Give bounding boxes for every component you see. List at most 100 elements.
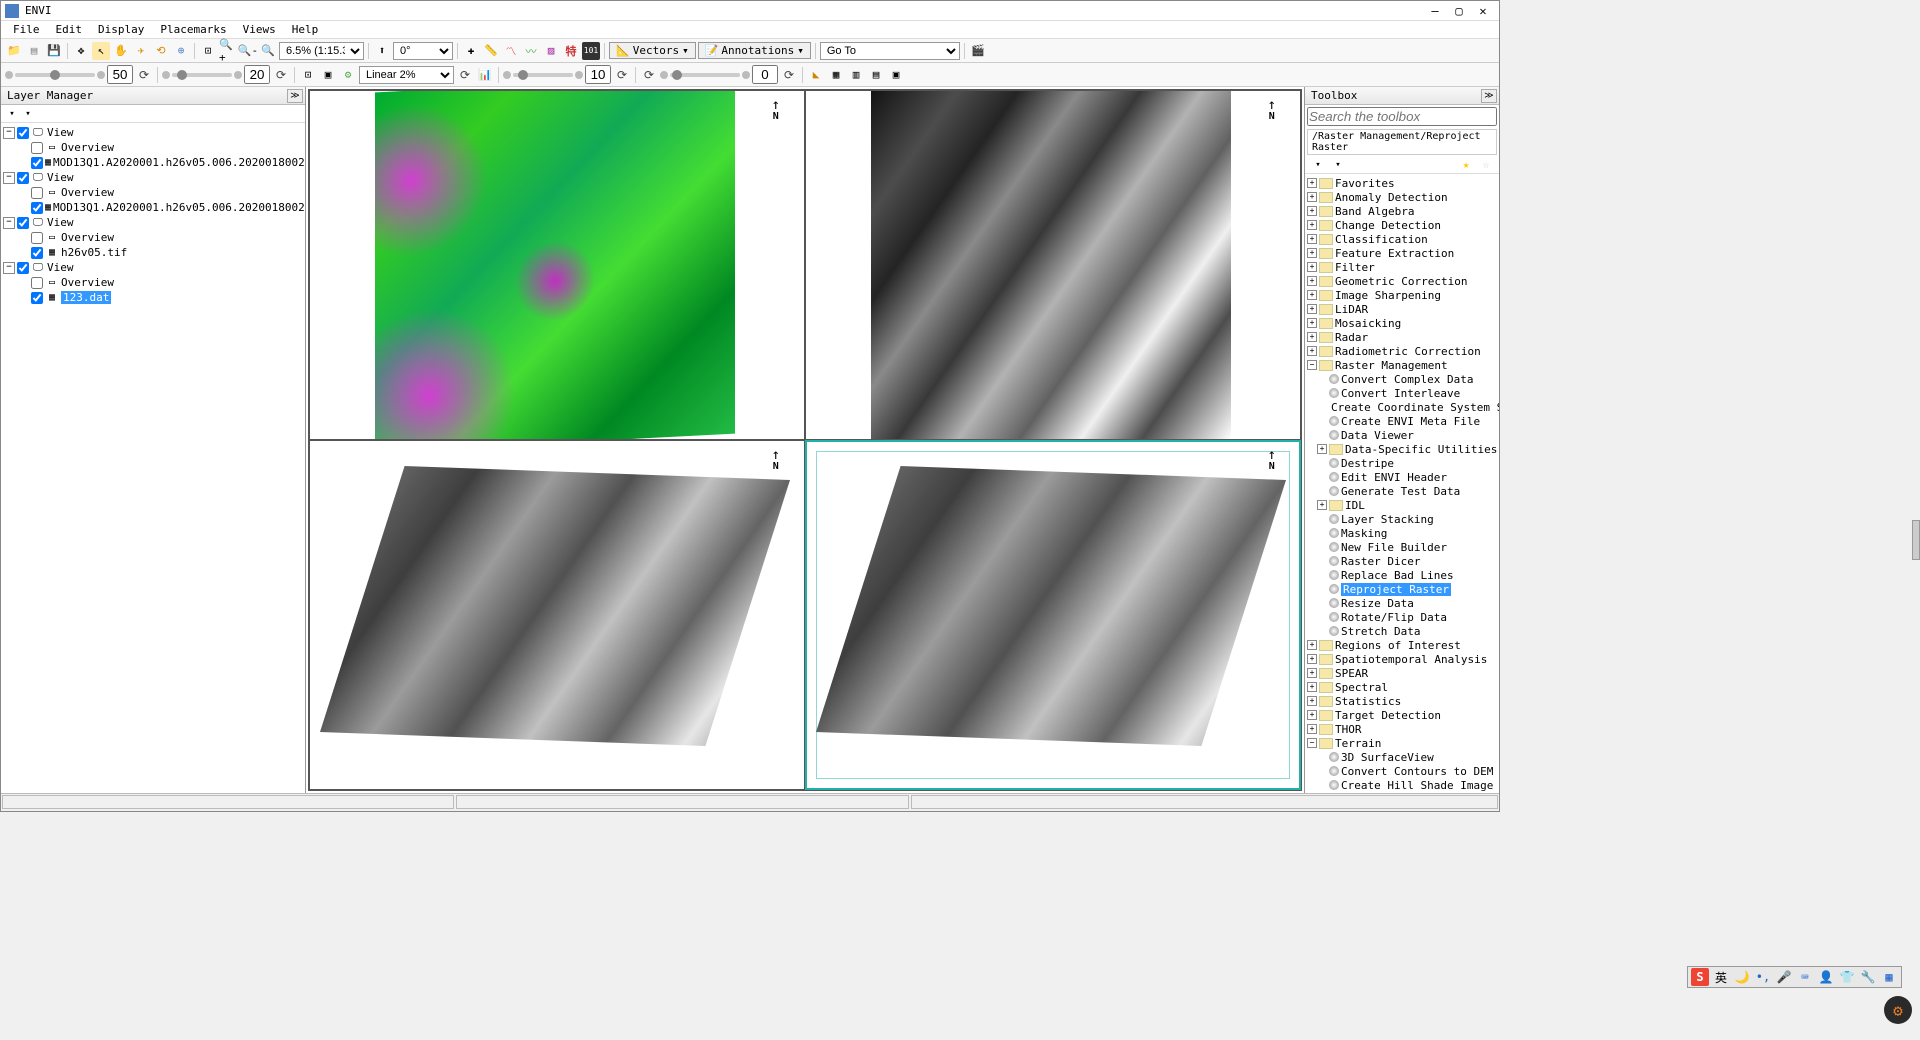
toolbox-folder[interactable]: Raster Management	[1335, 359, 1448, 372]
viewport-1[interactable]: ↑N	[309, 90, 805, 440]
measure-icon[interactable]: 📏	[482, 42, 500, 60]
toolbox-folder[interactable]: Terrain	[1335, 737, 1381, 750]
toolbox-tool[interactable]: Create Coordinate System Strin	[1331, 401, 1499, 414]
tree-toggle[interactable]: +	[1307, 654, 1317, 664]
stretch-opts-icon[interactable]: ⚙	[339, 66, 357, 84]
toolbox-tool[interactable]: Destripe	[1341, 457, 1394, 470]
toolbox-folder[interactable]: SPEAR	[1335, 667, 1368, 680]
panel-collapse-button[interactable]: ≫	[287, 89, 303, 103]
toolbox-tool[interactable]: Resize Data	[1341, 597, 1414, 610]
unfavorite-icon[interactable]: ☆	[1477, 156, 1495, 174]
tree-toggle[interactable]: −	[3, 127, 15, 139]
vectors-dropdown[interactable]: 📐Vectors▾	[609, 42, 696, 59]
toolbox-tool[interactable]: Replace Bad Lines	[1341, 569, 1454, 582]
collapse-icon[interactable]: ▾	[1329, 156, 1347, 174]
toolbox-folder[interactable]: THOR	[1335, 723, 1362, 736]
save-icon[interactable]: 💾	[45, 42, 63, 60]
data-manager-icon[interactable]: ▤	[25, 42, 43, 60]
goto-select[interactable]: Go To	[820, 42, 960, 60]
toolbox-tool[interactable]: Reproject Raster	[1341, 583, 1451, 596]
menu-help[interactable]: Help	[284, 21, 327, 38]
toolbox-tool[interactable]: Masking	[1341, 527, 1387, 540]
tree-toggle[interactable]: −	[3, 262, 15, 274]
portal-icon[interactable]: ▦	[827, 66, 845, 84]
refresh-icon[interactable]: ⟳	[613, 66, 631, 84]
ime-user-icon[interactable]: 👤	[1817, 968, 1835, 986]
toolbox-tool[interactable]: Convert Contours to DEM	[1341, 765, 1493, 778]
toolbox-folder[interactable]: Radiometric Correction	[1335, 345, 1481, 358]
toolbox-folder[interactable]: Favorites	[1335, 177, 1395, 190]
ime-toolbar[interactable]: S 英 🌙 •, 🎤 ⌨ 👤 👕 🔧 ▦	[1687, 966, 1902, 988]
toolbox-search-input[interactable]	[1307, 107, 1497, 126]
tree-toggle[interactable]: +	[1307, 262, 1317, 272]
tree-toggle[interactable]: −	[3, 172, 15, 184]
layer-label[interactable]: Overview	[61, 276, 114, 289]
tree-toggle[interactable]: +	[1317, 444, 1327, 454]
tree-toggle[interactable]: +	[1307, 192, 1317, 202]
tree-toggle[interactable]: +	[1307, 682, 1317, 692]
tree-toggle[interactable]: +	[1307, 346, 1317, 356]
layer-checkbox[interactable]	[31, 142, 43, 154]
toolbox-folder[interactable]: Spectral	[1335, 681, 1388, 694]
tree-toggle[interactable]: +	[1317, 500, 1327, 510]
toolbox-folder[interactable]: Classification	[1335, 233, 1428, 246]
zoom-in-icon[interactable]: 🔍+	[219, 42, 237, 60]
contrast-slider[interactable]	[172, 73, 232, 77]
layer-checkbox[interactable]	[31, 292, 43, 304]
tree-toggle[interactable]: +	[1307, 332, 1317, 342]
toolbox-tool[interactable]: Stretch Data	[1341, 625, 1420, 638]
toolbox-tool[interactable]: Create Hill Shade Image	[1341, 779, 1493, 792]
tree-toggle[interactable]: +	[1307, 696, 1317, 706]
text-icon[interactable]: 101	[582, 42, 600, 60]
spectral-icon[interactable]: 〰	[522, 42, 540, 60]
close-button[interactable]: ✕	[1471, 2, 1495, 20]
viewport-2[interactable]: ↑N	[805, 90, 1301, 440]
zoom-out-icon[interactable]: 🔍-	[239, 42, 257, 60]
layer-label[interactable]: 123.dat	[61, 291, 111, 304]
tree-toggle[interactable]: +	[1307, 206, 1317, 216]
rotation-select[interactable]: 0°	[393, 42, 453, 60]
toolbox-folder[interactable]: IDL	[1345, 499, 1365, 512]
maximize-button[interactable]: ▢	[1447, 2, 1471, 20]
tree-toggle[interactable]: −	[1307, 360, 1317, 370]
refresh-icon[interactable]: ⟳	[272, 66, 290, 84]
histogram-icon[interactable]: 📊	[476, 66, 494, 84]
layer-label[interactable]: Overview	[61, 186, 114, 199]
view-portal-icon[interactable]: ▣	[887, 66, 905, 84]
toolbox-tool[interactable]: Layer Stacking	[1341, 513, 1434, 526]
layer-label[interactable]: h26v05.tif	[61, 246, 127, 259]
toolbox-tool[interactable]: Convert Interleave	[1341, 387, 1460, 400]
tree-toggle[interactable]: +	[1307, 290, 1317, 300]
layer-checkbox[interactable]	[31, 277, 43, 289]
viewport-4-active[interactable]: ↑N	[805, 440, 1301, 790]
ime-logo-icon[interactable]: S	[1691, 968, 1709, 986]
pan-icon[interactable]: ✋	[112, 42, 130, 60]
toolbox-tool[interactable]: Edit ENVI Header	[1341, 471, 1447, 484]
ime-mic-icon[interactable]: 🎤	[1775, 968, 1793, 986]
tree-toggle[interactable]: +	[1307, 724, 1317, 734]
layer-checkbox[interactable]	[17, 262, 29, 274]
select-icon[interactable]: ↖	[92, 42, 110, 60]
menu-edit[interactable]: Edit	[48, 21, 91, 38]
view-label[interactable]: View	[47, 171, 74, 184]
blend-icon[interactable]: ▥	[847, 66, 865, 84]
toolbox-folder[interactable]: Statistics	[1335, 695, 1401, 708]
open-icon[interactable]: 📁	[5, 42, 23, 60]
toolbox-tool[interactable]: Rotate/Flip Data	[1341, 611, 1447, 624]
toolbox-tool[interactable]: Data Viewer	[1341, 429, 1414, 442]
tree-toggle[interactable]: +	[1307, 668, 1317, 678]
chip-icon[interactable]: 🎬	[969, 42, 987, 60]
annotations-dropdown[interactable]: 📝Annotations▾	[698, 42, 811, 59]
expand-all-icon[interactable]: ▾	[5, 107, 19, 121]
layer-label[interactable]: MOD13Q1.A2020001.h26v05.006.202001800261…	[53, 201, 305, 214]
toolbox-folder[interactable]: Mosaicking	[1335, 317, 1401, 330]
feature-icon[interactable]: 特	[562, 42, 580, 60]
toolbox-folder[interactable]: Data-Specific Utilities	[1345, 443, 1497, 456]
layer-checkbox[interactable]	[31, 202, 43, 214]
view-label[interactable]: View	[47, 261, 74, 274]
flicker-icon[interactable]: ▤	[867, 66, 885, 84]
transparency-value[interactable]	[752, 65, 778, 84]
menu-file[interactable]: File	[5, 21, 48, 38]
tree-toggle[interactable]: +	[1307, 248, 1317, 258]
tree-toggle[interactable]: +	[1307, 710, 1317, 720]
